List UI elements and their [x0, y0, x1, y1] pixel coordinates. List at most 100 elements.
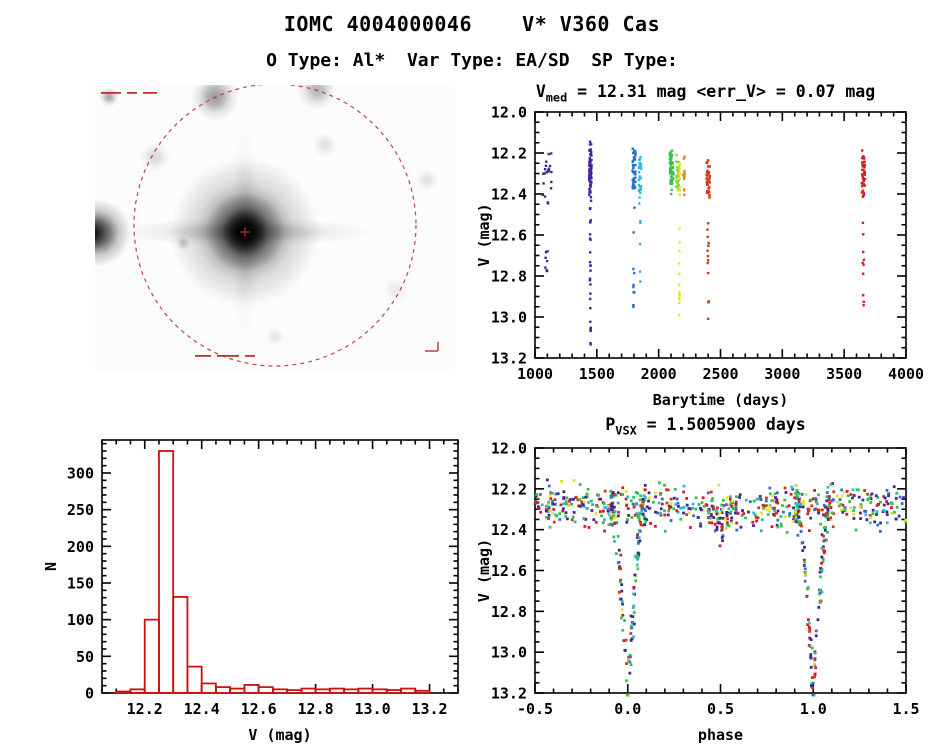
data-point [796, 533, 800, 537]
histogram-bar [143, 618, 160, 694]
data-point [706, 259, 710, 262]
data-point [707, 178, 711, 182]
data-point [621, 613, 625, 617]
data-point [633, 206, 636, 209]
data-point [810, 504, 814, 508]
data-point [564, 511, 568, 515]
data-point [674, 180, 678, 183]
data-point [796, 507, 800, 511]
data-point [720, 525, 724, 529]
data-point [663, 483, 666, 487]
data-point [862, 300, 866, 304]
data-point [588, 187, 591, 191]
data-point [582, 500, 586, 504]
data-point [722, 516, 725, 520]
data-point [589, 219, 593, 222]
data-point [776, 509, 780, 513]
data-point [773, 492, 777, 496]
histogram-bar [200, 682, 217, 694]
data-point [668, 167, 672, 170]
data-point [708, 174, 712, 178]
data-point [588, 156, 591, 160]
data-point [875, 513, 878, 516]
data-point [621, 600, 624, 604]
data-point [794, 520, 798, 524]
data-point [861, 221, 865, 225]
data-point [814, 629, 818, 633]
data-point [544, 251, 548, 254]
data-point [840, 508, 843, 512]
data-point [570, 502, 574, 506]
data-point [803, 579, 807, 583]
data-point [589, 164, 592, 168]
data-point [558, 518, 562, 521]
data-point [803, 560, 807, 564]
data-point [879, 500, 882, 504]
data-point [801, 505, 805, 509]
x-tick-label: 12.2 [127, 700, 163, 718]
data-point [542, 182, 545, 185]
data-point [564, 502, 568, 506]
lightcurve-chart: 1000 1500 2000 2500 3000 3500 4000 12.0 12.2 12.4… [478, 104, 924, 410]
data-point [668, 506, 671, 510]
data-point [635, 512, 638, 516]
data-point [670, 161, 674, 164]
data-point [642, 507, 646, 511]
data-point [632, 231, 635, 234]
data-point [589, 191, 592, 194]
data-point [588, 178, 591, 181]
data-point [585, 492, 589, 496]
data-point [632, 622, 636, 626]
data-point [666, 488, 670, 492]
data-point [771, 494, 774, 498]
data-point [765, 504, 769, 507]
data-point [658, 493, 662, 496]
data-point [808, 645, 812, 649]
x-tick-label: 1.5 [892, 700, 919, 718]
data-point [706, 254, 710, 258]
data-point [669, 502, 673, 505]
data-point [599, 510, 602, 514]
data-point [869, 493, 873, 497]
data-point [683, 172, 686, 175]
data-point [669, 182, 672, 185]
data-point [682, 175, 686, 178]
y-tick-label: 300 [67, 465, 94, 483]
data-point [677, 187, 680, 190]
data-point [861, 261, 864, 265]
data-point [876, 496, 880, 499]
data-point [862, 177, 865, 180]
data-point [895, 491, 899, 495]
data-point [588, 277, 592, 280]
data-point [636, 551, 640, 555]
data-point [727, 524, 731, 528]
data-point [597, 497, 601, 501]
data-point [706, 169, 709, 173]
data-point [824, 526, 828, 529]
data-point [605, 506, 609, 510]
data-point [669, 179, 672, 183]
annotation-text-mark [127, 92, 137, 94]
x-tick-label: 12.6 [241, 700, 277, 718]
data-point [536, 501, 540, 504]
data-point [863, 160, 866, 163]
data-point [549, 187, 553, 190]
data-point [633, 176, 636, 180]
star-blob [99, 87, 119, 107]
data-point [801, 549, 805, 552]
data-point [866, 492, 869, 496]
data-point [589, 167, 592, 170]
data-point [552, 520, 556, 524]
data-point [779, 522, 783, 526]
data-point [621, 628, 625, 632]
data-point [631, 147, 634, 150]
data-point [549, 491, 553, 495]
data-point [630, 626, 634, 630]
data-point [775, 511, 778, 515]
data-point [625, 520, 629, 524]
data-point [588, 180, 592, 183]
data-point [572, 479, 576, 482]
x-tick-label: 1.0 [800, 700, 827, 718]
data-point [669, 160, 672, 163]
data-point [625, 504, 628, 507]
